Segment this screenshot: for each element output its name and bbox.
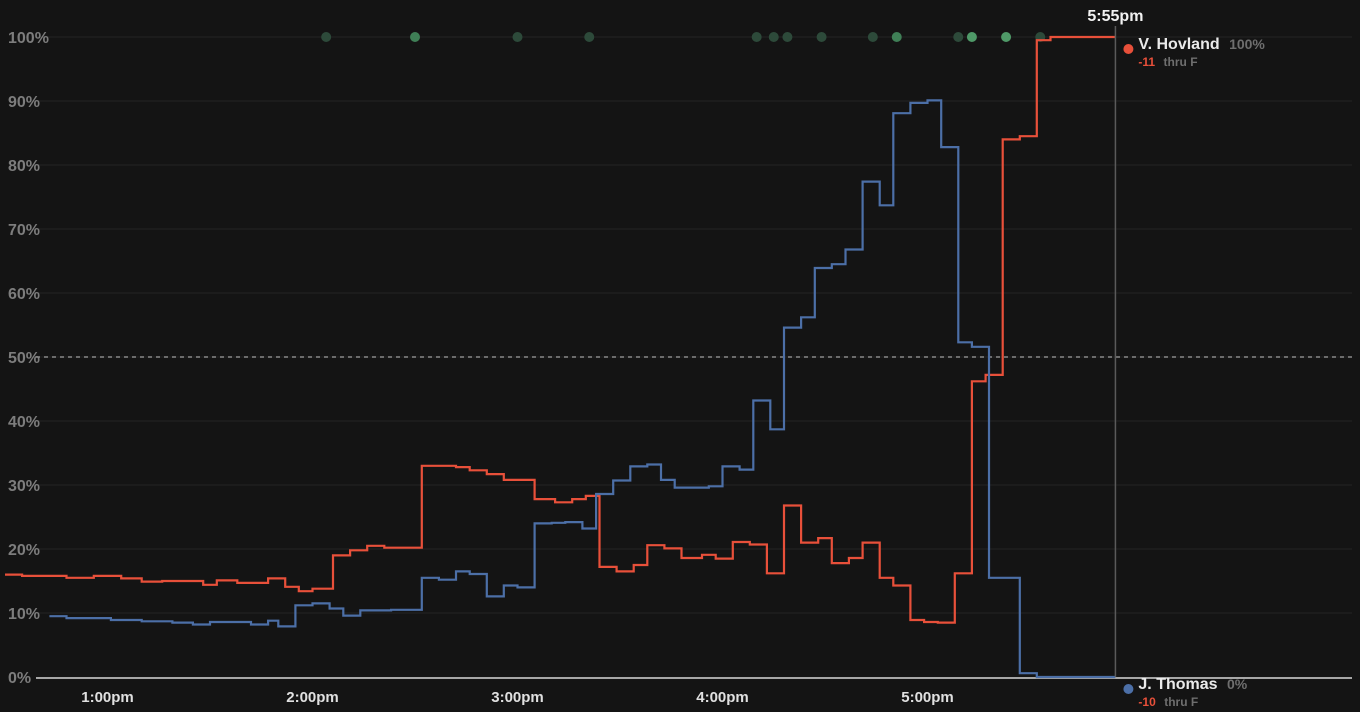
x-axis-tick-labels: 1:00pm 2:00pm 3:00pm 4:00pm 5:00pm: [81, 689, 954, 706]
event-marker: [966, 32, 977, 42]
legend-entry-hovland[interactable]: V. Hovland 100% -11 thru F: [1123, 36, 1265, 70]
hovland-step-line: [5, 35, 1116, 624]
event-marker: [768, 32, 779, 42]
y-tick-label: 30%: [8, 478, 40, 495]
thomas-score-line: -10 thru F: [1138, 693, 1198, 710]
thomas-name-line: J. Thomas 0%: [1138, 676, 1247, 693]
x-tick-label: 2:00pm: [286, 689, 339, 706]
y-tick-label: 60%: [8, 286, 40, 303]
thomas-win-prob: 0%: [1227, 676, 1248, 692]
hovland-name-line: V. Hovland 100%: [1138, 36, 1265, 53]
event-marker: [867, 32, 878, 42]
event-marker: [751, 32, 762, 42]
y-tick-label: 100%: [8, 30, 49, 47]
y-tick-label: 70%: [8, 222, 40, 239]
x-tick-label: 1:00pm: [81, 689, 134, 706]
event-marker: [321, 32, 332, 42]
event-marker: [816, 32, 827, 42]
x-tick-label: 5:00pm: [901, 689, 954, 706]
thomas-thru: thru F: [1164, 695, 1198, 709]
y-tick-label: 10%: [8, 606, 40, 623]
event-marker: [782, 32, 793, 42]
event-marker: [953, 32, 964, 42]
y-tick-label: 90%: [8, 94, 40, 111]
y-tick-label: 20%: [8, 542, 40, 559]
hovland-legend-dot: [1123, 44, 1134, 54]
hovland-score: -11: [1138, 55, 1155, 69]
thomas-step-line: [49, 99, 1116, 679]
cursor-time-label: 5:55pm: [1087, 8, 1143, 25]
event-marker: [512, 32, 523, 42]
x-tick-label: 4:00pm: [696, 689, 749, 706]
event-marker: [410, 32, 420, 42]
y-tick-label: 50%: [8, 350, 40, 367]
thomas-name: J. Thomas: [1138, 676, 1217, 693]
hovland-win-prob: 100%: [1229, 36, 1265, 52]
y-axis-tick-labels: 0% 10% 20% 30% 40% 50% 60% 70% 80% 90% 100%: [8, 30, 49, 687]
legend-entry-thomas[interactable]: J. Thomas 0% -10 thru F: [1123, 676, 1248, 710]
x-tick-label: 3:00pm: [491, 689, 544, 706]
hovland-thru: thru F: [1164, 55, 1198, 69]
hovland-score-line: -11 thru F: [1138, 53, 1197, 70]
series-lines: [5, 35, 1116, 679]
thomas-score: -10: [1138, 695, 1156, 709]
event-marker: [1001, 32, 1012, 42]
hovland-name: V. Hovland: [1138, 36, 1219, 53]
event-markers: [321, 32, 1046, 42]
y-tick-label: 40%: [8, 414, 40, 431]
y-tick-label: 80%: [8, 158, 40, 175]
thomas-legend-dot: [1123, 684, 1134, 694]
event-marker: [891, 32, 902, 42]
grid-lines: [36, 36, 1352, 614]
y-tick-label: 0%: [8, 670, 31, 687]
event-marker: [584, 32, 595, 42]
